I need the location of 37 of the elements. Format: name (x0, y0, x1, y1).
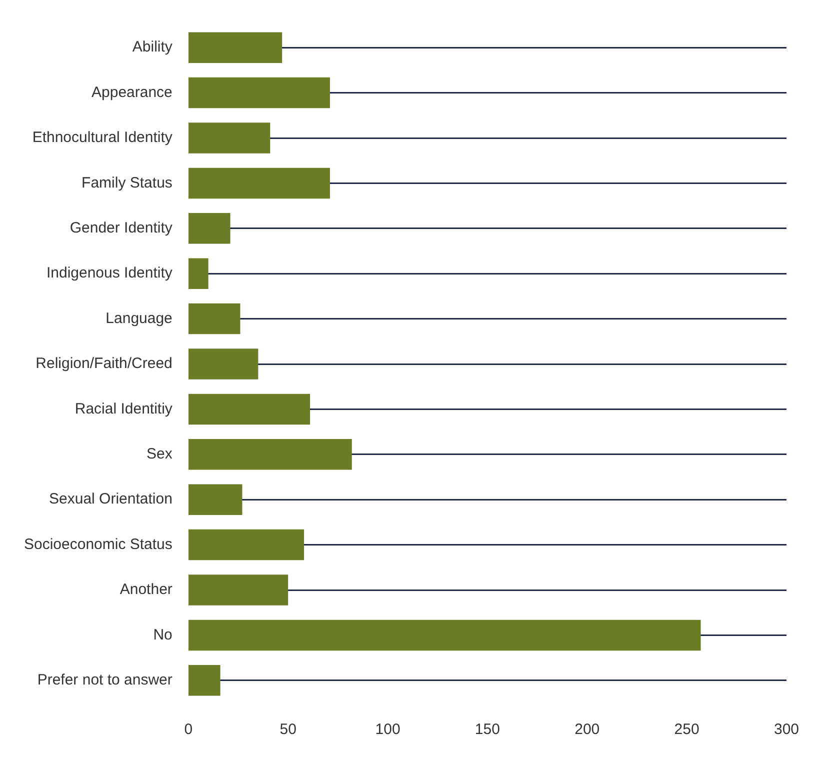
y-tick-label: Another (120, 581, 172, 598)
x-tick-label: 250 (674, 721, 700, 738)
y-tick-label: Indigenous Identity (46, 264, 173, 282)
bar (188, 348, 258, 380)
y-tick-label: No (153, 626, 172, 644)
bar (188, 258, 208, 289)
bar (188, 213, 230, 244)
x-tick-label: 300 (774, 721, 799, 738)
bar (188, 620, 701, 651)
y-tick-label: Religion/Faith/Creed (36, 355, 172, 372)
bar (188, 529, 304, 560)
bar (188, 574, 288, 606)
bar (188, 168, 330, 199)
y-tick-label: Sex (146, 446, 173, 463)
bar (188, 32, 282, 63)
y-tick-label: Socioeconomic Status (24, 536, 172, 553)
y-tick-label: Ability (132, 38, 173, 56)
y-tick-label: Sexual Orientation (49, 490, 172, 508)
y-tick-label: Gender Identity (70, 220, 173, 237)
bar (188, 484, 242, 515)
x-tick-label: 0 (184, 721, 193, 738)
y-tick-label: Appearance (92, 84, 172, 101)
bar (188, 394, 310, 425)
y-tick-label: Language (106, 310, 172, 327)
x-tick-label: 200 (574, 721, 600, 738)
y-tick-label: Ethnocultural Identity (32, 129, 173, 146)
bar (188, 122, 270, 154)
bar (188, 439, 352, 470)
y-tick-label: Racial Identitiy (74, 400, 173, 418)
y-tick-label: Family Status (82, 174, 172, 192)
x-tick-label: 100 (375, 721, 400, 738)
x-tick-label: 150 (474, 721, 500, 738)
bar (188, 77, 330, 108)
bar (188, 303, 240, 334)
y-tick-label: Prefer not to answer (37, 672, 172, 689)
x-tick-label: 50 (280, 721, 296, 738)
bar (188, 665, 220, 696)
